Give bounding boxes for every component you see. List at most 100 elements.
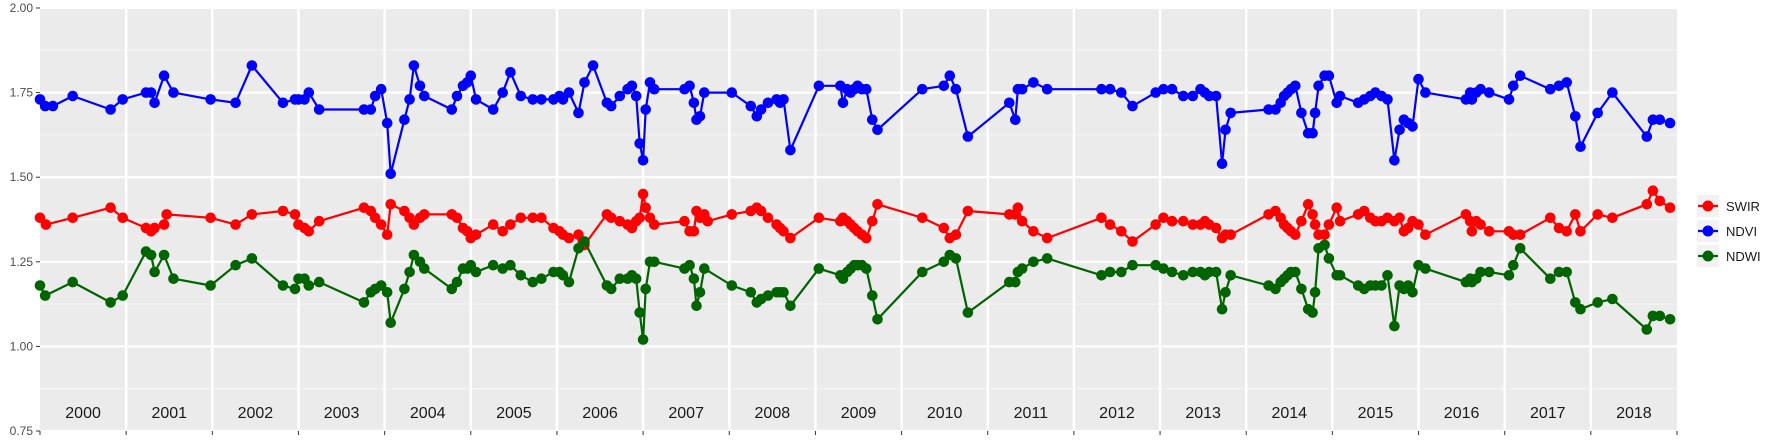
data-point-ndwi	[1178, 270, 1189, 281]
data-point-swir	[1158, 212, 1169, 224]
year-label: 2005	[496, 405, 532, 422]
data-point-ndwi	[614, 273, 626, 285]
data-point-ndvi	[149, 97, 160, 109]
data-point-swir	[950, 229, 962, 240]
data-point-ndvi	[67, 90, 78, 102]
data-point-swir	[205, 212, 216, 224]
data-point-ndwi	[277, 280, 289, 291]
data-point-swir	[419, 209, 430, 220]
data-point-ndvi	[1290, 80, 1301, 92]
data-point-swir	[470, 229, 482, 240]
legend-item-ndvi: NDVI	[1697, 220, 1757, 242]
data-point-swir	[505, 219, 516, 230]
data-point-ndvi	[917, 83, 928, 95]
data-point-ndvi	[515, 90, 527, 102]
data-point-ndvi	[404, 94, 415, 105]
data-point-ndvi	[1216, 158, 1228, 169]
data-point-swir	[1210, 222, 1222, 234]
year-label: 2000	[65, 405, 101, 422]
data-point-swir	[962, 205, 974, 217]
data-point-swir	[688, 226, 700, 237]
data-point-ndvi	[1127, 100, 1138, 112]
data-point-ndvi	[303, 87, 315, 98]
data-point-ndwi	[1514, 243, 1526, 254]
data-point-ndwi	[230, 259, 241, 271]
data-point-ndvi	[465, 70, 477, 81]
data-point-swir	[637, 188, 649, 200]
data-point-ndwi	[1166, 266, 1178, 278]
data-point-ndwi	[168, 273, 179, 285]
data-point-swir	[1187, 219, 1199, 230]
data-point-swir	[1096, 212, 1107, 224]
data-point-swir	[778, 226, 789, 237]
data-point-ndvi	[527, 94, 539, 105]
data-point-ndvi	[573, 107, 584, 119]
data-point-ndwi	[762, 290, 774, 301]
data-point-ndwi	[385, 317, 397, 329]
data-point-ndvi	[1420, 87, 1431, 98]
data-point-ndwi	[557, 270, 569, 281]
y-tick-label: 1.00	[10, 339, 34, 353]
data-point-ndwi	[649, 256, 660, 268]
data-point-swir	[563, 232, 575, 244]
data-point-ndwi	[1104, 266, 1116, 278]
data-point-ndwi	[1041, 253, 1053, 264]
data-point-swir	[1150, 219, 1161, 230]
data-point-swir	[161, 209, 172, 220]
data-point-ndwi	[515, 270, 527, 281]
y-tick-label: 1.75	[10, 86, 34, 100]
data-point-ndwi	[375, 280, 387, 291]
data-point-ndvi	[1382, 94, 1393, 105]
data-point-swir	[117, 212, 128, 224]
data-point-ndwi	[1553, 266, 1565, 278]
data-point-ndvi	[1503, 94, 1515, 105]
year-label: 2018	[1616, 405, 1652, 422]
data-point-ndwi	[938, 256, 950, 268]
data-point-swir	[381, 229, 393, 240]
data-point-swir	[1302, 199, 1314, 210]
year-label: 2003	[324, 405, 360, 422]
data-point-ndwi	[872, 314, 883, 325]
legend-item-swir: SWIR	[1697, 195, 1760, 217]
data-point-ndwi	[785, 300, 796, 312]
data-point-swir	[1394, 212, 1405, 224]
data-point-ndwi	[381, 287, 393, 298]
data-point-ndwi	[1216, 303, 1228, 315]
data-point-ndwi	[451, 276, 463, 288]
series-layer	[34, 60, 1676, 345]
year-label: 2017	[1530, 405, 1566, 422]
data-point-swir	[649, 219, 660, 230]
data-point-ndwi	[289, 283, 301, 295]
data-point-swir	[1561, 226, 1572, 237]
data-point-ndvi	[630, 90, 642, 102]
data-point-swir	[813, 212, 825, 224]
data-point-ndvi	[640, 104, 651, 115]
data-point-swir	[1358, 205, 1370, 217]
data-point-swir	[303, 226, 315, 237]
data-point-swir	[938, 222, 950, 234]
data-point-ndwi	[1010, 276, 1021, 288]
data-point-ndvi	[944, 70, 956, 81]
data-point-ndwi	[1407, 287, 1418, 298]
data-point-swir	[605, 212, 617, 224]
data-point-swir	[1647, 185, 1659, 196]
data-point-swir	[1127, 236, 1138, 247]
data-point-ndwi	[117, 290, 128, 301]
data-point-ndwi	[813, 263, 825, 274]
legend-label: NDVI	[1726, 224, 1757, 239]
y-axis: 0.75 1.00 1.25 1.50 1.75 2.00	[10, 1, 40, 438]
y-tick-label: 1.50	[10, 170, 34, 184]
data-point-ndwi	[1545, 273, 1556, 285]
data-point-ndvi	[105, 104, 116, 115]
data-point-ndvi	[837, 97, 849, 109]
data-point-ndvi	[1570, 111, 1581, 122]
data-point-ndwi	[1309, 287, 1321, 298]
data-point-ndwi	[487, 259, 499, 271]
data-point-ndvi	[1323, 70, 1335, 81]
data-point-ndwi	[1420, 263, 1431, 274]
data-point-swir	[289, 209, 301, 220]
year-label: 2015	[1358, 405, 1394, 422]
data-point-ndvi	[497, 87, 509, 98]
data-point-ndwi	[419, 263, 430, 274]
data-point-ndwi	[358, 297, 370, 308]
